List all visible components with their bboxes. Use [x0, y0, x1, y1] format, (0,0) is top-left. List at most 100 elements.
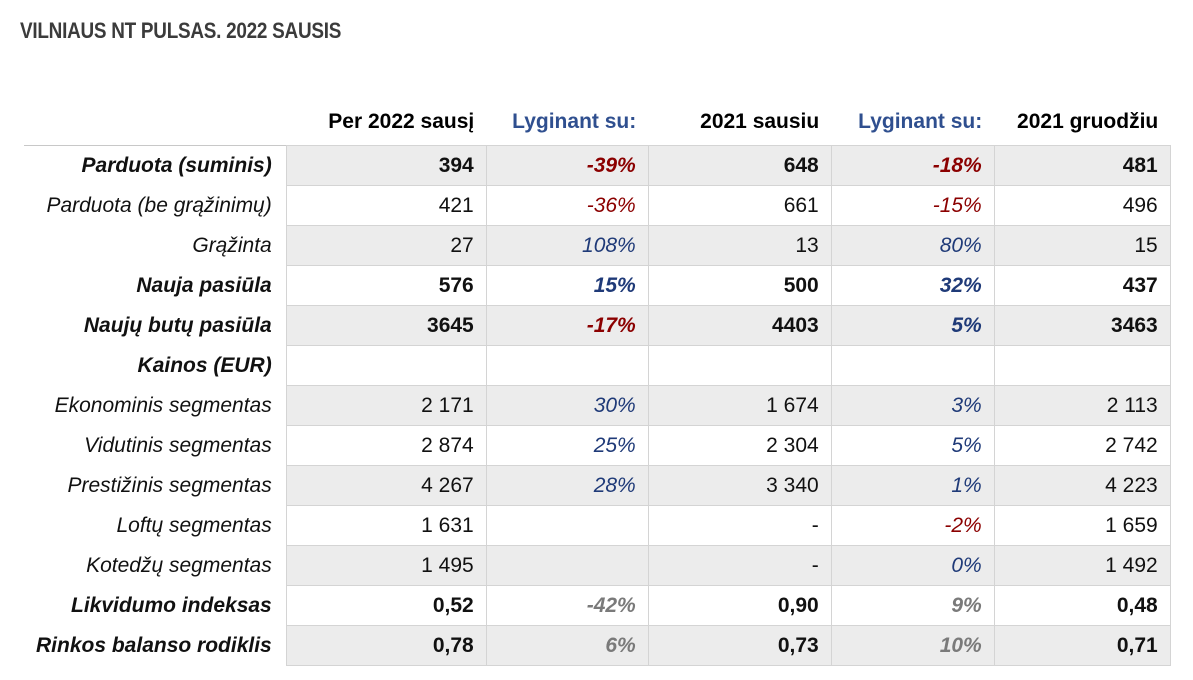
table-row: Ekonominis segmentas 2 171 30% 1 674 3% 2 113: [24, 385, 1171, 426]
table-row: Vidutinis segmentas 2 874 25% 2 304 5% 2 742: [24, 425, 1171, 466]
table-cell: [993, 345, 1171, 386]
table-row: Likvidumo indeksas 0,52 -42% 0,90 9% 0,48: [24, 585, 1171, 626]
table-row: Rinkos balanso rodiklis 0,78 6% 0,73 10% 0,71: [24, 625, 1171, 666]
row-label-text: Grąžinta: [192, 233, 272, 257]
table-cell: 27: [285, 225, 487, 266]
table-cell: 661: [647, 185, 832, 226]
row-label-text: Rinkos balanso rodiklis: [36, 633, 272, 657]
table-cell: 6%: [485, 625, 649, 666]
row-label: Rinkos balanso rodiklis: [24, 626, 286, 666]
table-cell: [485, 545, 649, 586]
table-cell: 0,90: [647, 585, 832, 626]
table-cell: 2 304: [647, 425, 832, 466]
table-cell: 3463: [993, 305, 1171, 346]
row-label: Prestižinis segmentas: [24, 466, 286, 506]
row-label: Naujų butų pasiūla: [24, 306, 286, 346]
table-cell: 437: [993, 265, 1171, 306]
table-cell: 32%: [830, 265, 995, 306]
table-cell: 481: [993, 145, 1171, 186]
table-cell: [485, 505, 649, 546]
row-label-text: Parduota (suminis): [81, 153, 272, 177]
table-cell: 2 113: [993, 385, 1171, 426]
row-label-text: Likvidumo indeksas: [71, 593, 272, 617]
table-cell: 5%: [830, 305, 995, 346]
table-row: Parduota (be grąžinimų) 421 -36% 661 -15% 496: [24, 185, 1171, 226]
header-empty: [24, 98, 286, 146]
table-header-row: Per 2022 sausį Lyginant su: 2021 sausiu …: [24, 98, 1171, 146]
header-prev-year: 2021 sausiu: [700, 109, 820, 133]
table-row: Kainos (EUR): [24, 345, 1171, 386]
table-cell: -: [647, 505, 832, 546]
table-cell: 421: [285, 185, 487, 226]
table-cell: 28%: [485, 465, 649, 506]
table-cell: [285, 345, 487, 386]
table-row: Loftų segmentas 1 631 - -2% 1 659: [24, 505, 1171, 546]
table-cell: 4 267: [285, 465, 487, 506]
table-cell: -15%: [830, 185, 995, 226]
row-label-text: Naujų butų pasiūla: [83, 313, 272, 337]
table-cell: 5%: [830, 425, 995, 466]
row-label-text: Prestižinis segmentas: [67, 473, 272, 497]
row-label-text: Nauja pasiūla: [136, 273, 272, 297]
market-summary-table: Per 2022 sausį Lyginant su: 2021 sausiu …: [24, 98, 1171, 666]
header-prev-month: 2021 gruodžiu: [1017, 109, 1159, 133]
table-cell: 0,71: [993, 625, 1171, 666]
row-label-text: Kainos (EUR): [137, 353, 272, 377]
table-cell: 0,48: [993, 585, 1171, 626]
row-label-text: Vidutinis segmentas: [84, 433, 272, 457]
table-cell: 500: [647, 265, 832, 306]
table-cell: 13: [647, 225, 832, 266]
table-cell: 4 223: [993, 465, 1171, 506]
table-row: Prestižinis segmentas 4 267 28% 3 340 1% 4 22…: [24, 465, 1171, 506]
row-label: Parduota (suminis): [24, 146, 286, 186]
table-row: Nauja pasiūla 576 15% 500 32% 437: [24, 265, 1171, 306]
row-label: Loftų segmentas: [24, 506, 286, 546]
table-row: Naujų butų pasiūla 3645 -17% 4403 5% 3463: [24, 305, 1171, 346]
table-row: Kotedžų segmentas 1 495 -0% 1 492: [24, 545, 1171, 586]
table-cell: 4403: [647, 305, 832, 346]
table-cell: 1 492: [993, 545, 1171, 586]
row-label: Nauja pasiūla: [24, 266, 286, 306]
table-cell: 3645: [285, 305, 487, 346]
row-label-text: Ekonominis segmentas: [54, 393, 272, 417]
table-cell: 0%: [830, 545, 995, 586]
row-label: Grąžinta: [24, 226, 286, 266]
table-cell: 30%: [485, 385, 649, 426]
table-cell: 2 874: [285, 425, 487, 466]
header-compare-2: Lyginant su:: [858, 109, 983, 133]
table-cell: 1 674: [647, 385, 832, 426]
table-cell: 576: [285, 265, 487, 306]
table-cell: 2 742: [993, 425, 1171, 466]
row-label-text: Parduota (be grąžinimų): [46, 193, 272, 217]
table-cell: -17%: [485, 305, 649, 346]
table-cell: 0,52: [285, 585, 487, 626]
table-cell: 25%: [485, 425, 649, 466]
table-cell: [647, 345, 832, 386]
table-cell: [830, 345, 995, 386]
table-cell: [485, 345, 649, 386]
table-cell: -36%: [485, 185, 649, 226]
table-cell: 10%: [830, 625, 995, 666]
table-cell: 2 171: [285, 385, 487, 426]
table-cell: 15%: [485, 265, 649, 306]
header-compare-1: Lyginant su:: [512, 109, 637, 133]
table-cell: -2%: [830, 505, 995, 546]
row-label: Parduota (be grąžinimų): [24, 186, 286, 226]
table-row: Grąžinta 27 108% 13 80% 15: [24, 225, 1171, 266]
table-cell: 1 631: [285, 505, 487, 546]
row-label: Vidutinis segmentas: [24, 426, 286, 466]
table-cell: 394: [285, 145, 487, 186]
table-cell: 1 495: [285, 545, 487, 586]
table-cell: 1%: [830, 465, 995, 506]
table-cell: -39%: [485, 145, 649, 186]
table-cell: 80%: [830, 225, 995, 266]
table-row: Parduota (suminis) 394 -39% 648 -18% 481: [24, 145, 1171, 186]
header-current-month: Per 2022 sausį: [328, 109, 475, 133]
row-label: Kainos (EUR): [24, 346, 286, 386]
table-cell: -: [647, 545, 832, 586]
table-cell: 108%: [485, 225, 649, 266]
row-label-text: Kotedžų segmentas: [86, 553, 272, 577]
table-cell: -42%: [485, 585, 649, 626]
row-label-text: Loftų segmentas: [116, 513, 272, 537]
row-label: Ekonominis segmentas: [24, 386, 286, 426]
